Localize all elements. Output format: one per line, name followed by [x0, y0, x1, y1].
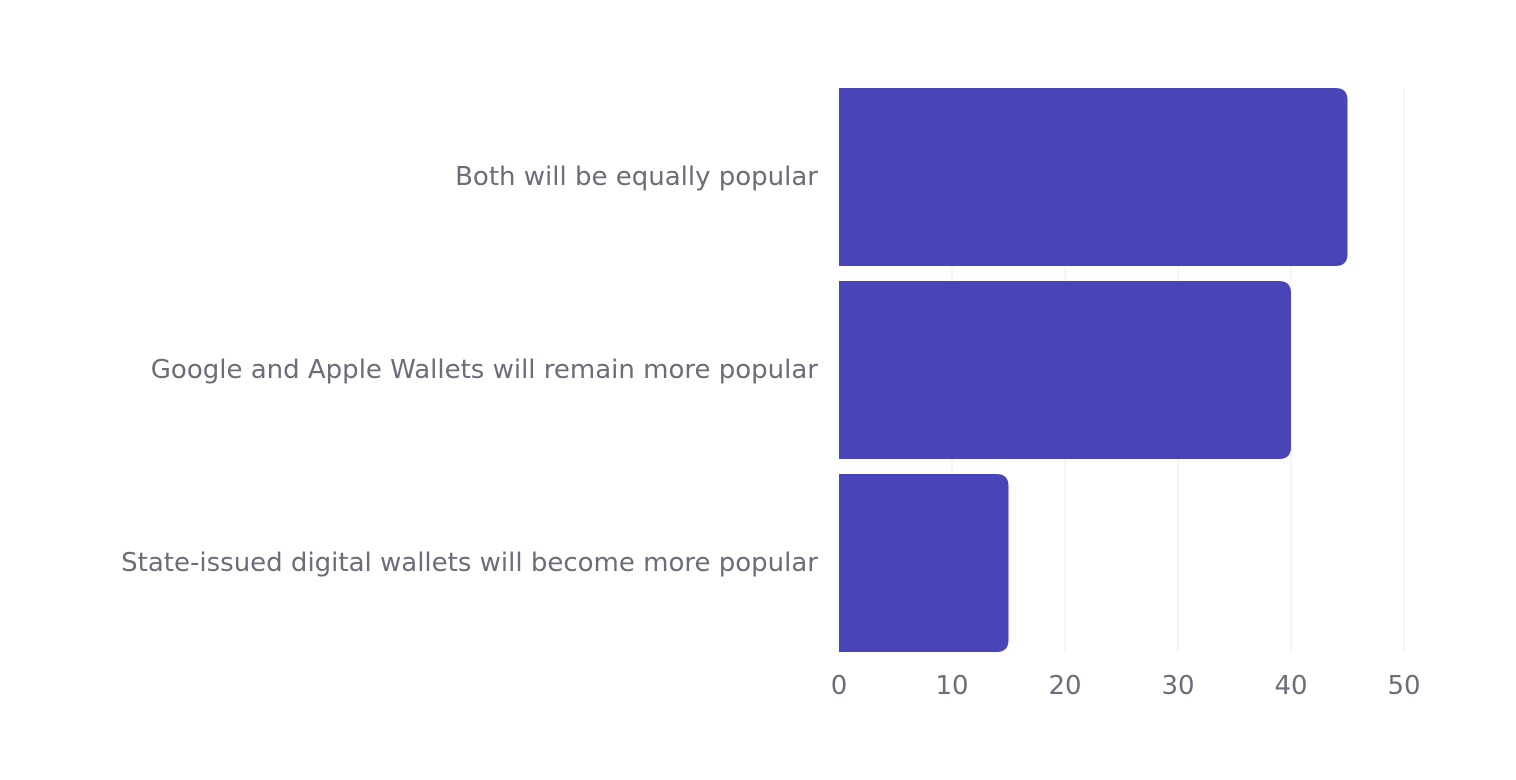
category-label-2: Google and Apple Wallets will remain mor… — [151, 355, 819, 385]
bar-layer — [839, 88, 1348, 652]
bar-1 — [839, 88, 1348, 266]
bar-3 — [839, 474, 1009, 652]
category-label-layer: Both will be equally popular Google and A… — [121, 162, 818, 578]
x-tick-label-30: 30 — [1161, 671, 1194, 701]
x-tick-label-10: 10 — [935, 671, 968, 701]
x-tick-label-40: 40 — [1274, 671, 1307, 701]
category-label-3: State-issued digital wallets will become… — [121, 548, 818, 578]
x-axis-tick-layer: 0 10 20 30 40 50 — [831, 671, 1421, 701]
bar-2 — [839, 281, 1291, 459]
x-tick-label-20: 20 — [1048, 671, 1081, 701]
category-label-1: Both will be equally popular — [455, 162, 818, 192]
x-tick-label-50: 50 — [1387, 671, 1420, 701]
x-tick-label-0: 0 — [831, 671, 848, 701]
